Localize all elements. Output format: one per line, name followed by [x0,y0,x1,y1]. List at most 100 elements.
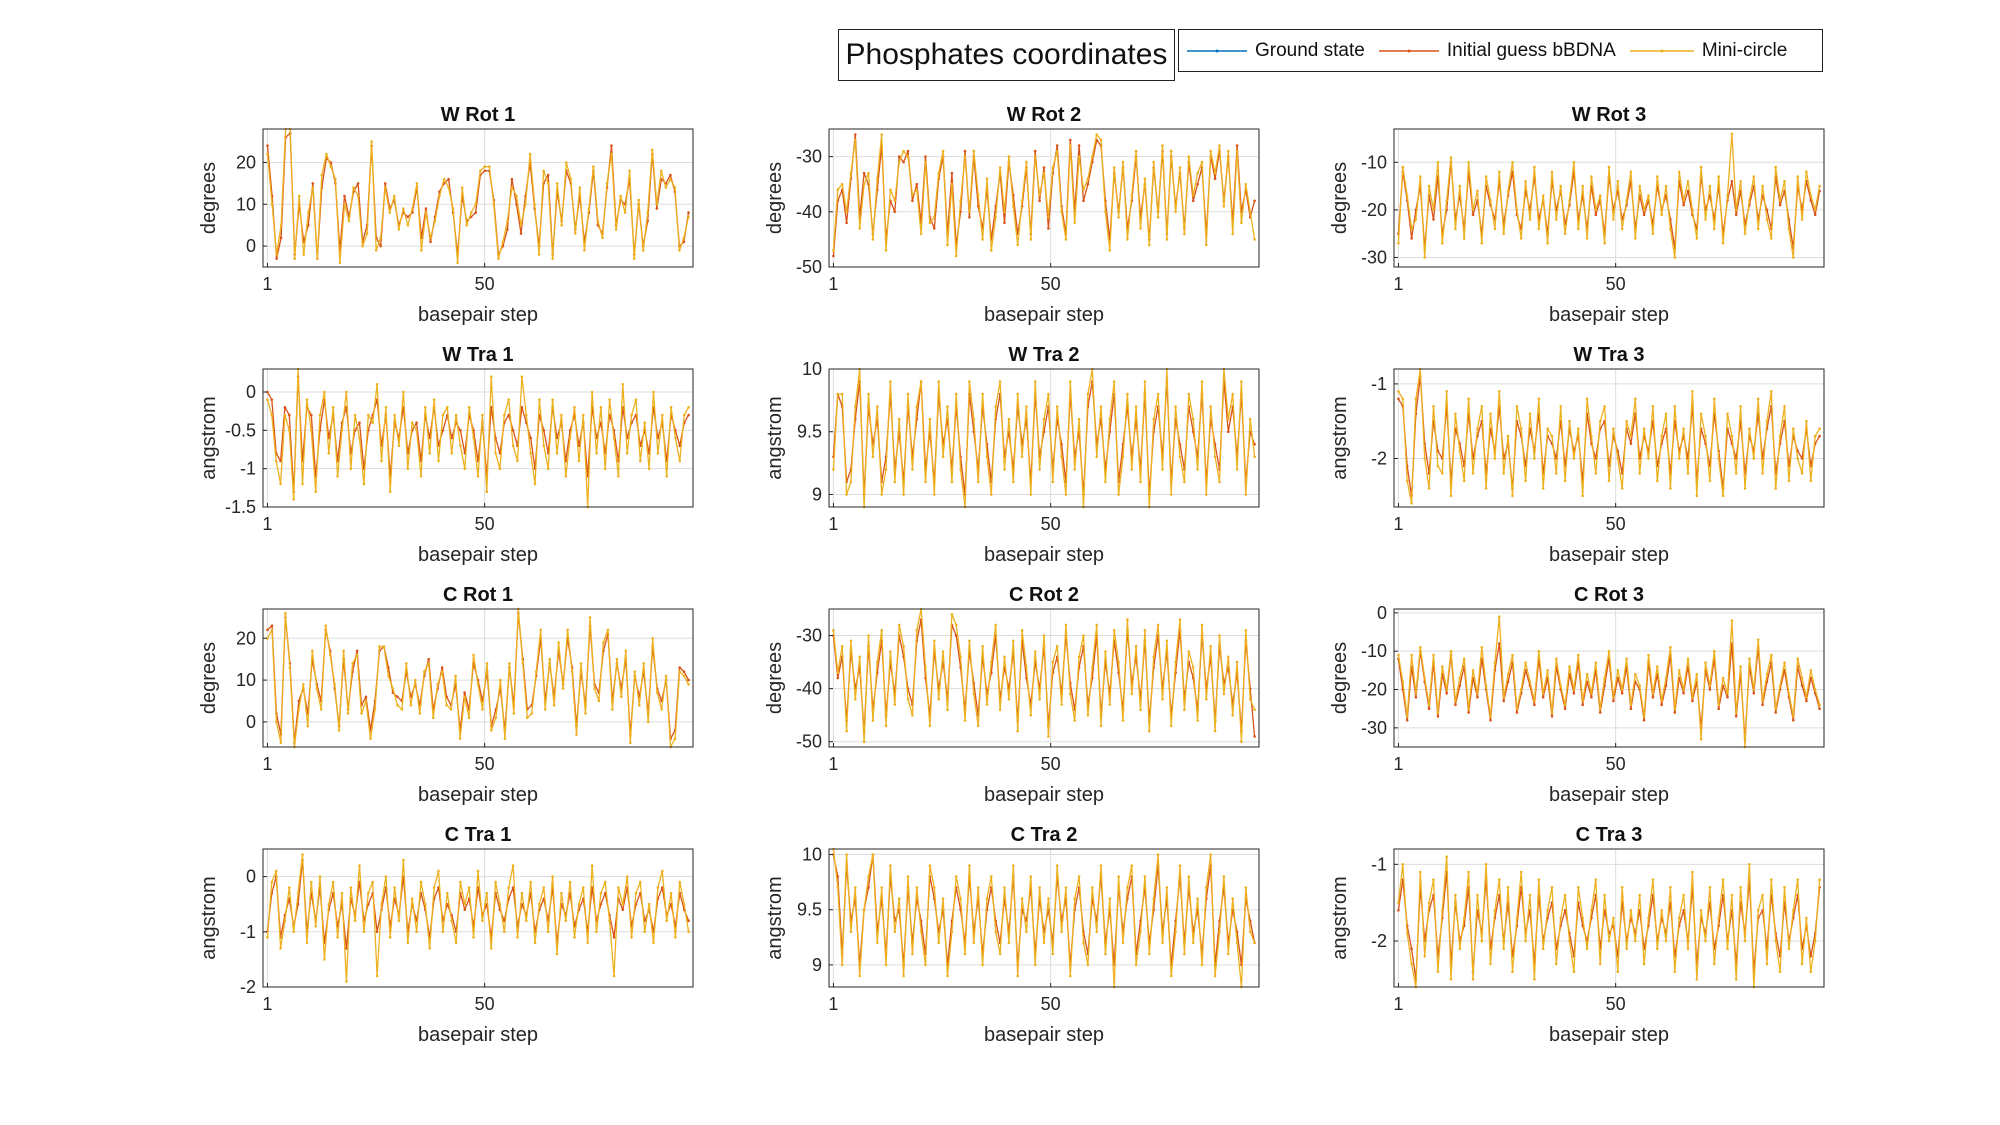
data-point [1651,232,1655,235]
data-point [1761,703,1764,707]
data-point [1651,695,1655,699]
data-point [1730,619,1734,622]
data-point [1126,618,1129,621]
data-point [1174,930,1177,934]
data-point [1148,729,1151,733]
data-point [1489,715,1492,718]
data-point [1436,970,1440,973]
data-point [1515,405,1519,408]
data-point [862,171,866,175]
data-point [297,708,301,711]
data-point [836,392,840,396]
data-point [428,947,432,950]
data-point [946,405,949,408]
data-point [440,670,444,673]
subplot-title: W Rot 2 [1007,104,1081,126]
data-point [1559,184,1562,188]
data-point [1196,719,1199,722]
data-point [266,390,269,394]
data-point [454,674,457,678]
data-point [1029,238,1033,241]
data-point [1721,878,1725,881]
data-point [1405,479,1409,483]
data-point [1792,718,1795,722]
data-point [1029,493,1033,496]
data-point [1572,457,1576,460]
data-point [876,177,879,180]
data-point [365,232,369,235]
data-point [634,891,638,895]
data-point [331,880,335,884]
data-point [1060,455,1063,459]
data-point [1064,493,1068,496]
data-point [612,936,616,939]
data-point [1191,199,1195,203]
data-point [628,169,631,173]
data-point [1174,660,1177,664]
data-point [301,853,304,856]
data-point [1454,893,1457,897]
data-point [687,683,690,686]
data-point [647,467,651,471]
data-point [1213,455,1217,459]
y-tick-label: 20 [236,152,256,172]
data-point [941,897,945,900]
data-point [1651,692,1655,695]
data-point [1498,390,1501,393]
x-tick-label: 1 [262,514,272,534]
data-point [1016,974,1019,978]
data-point [682,413,686,417]
data-point [1761,893,1764,897]
data-point [331,406,335,409]
data-point [867,886,870,889]
data-point [1069,144,1072,147]
data-point [1708,184,1712,188]
data-point [274,869,278,873]
data-point [590,390,594,394]
data-point [906,392,910,396]
data-point [1121,160,1125,164]
data-point [1410,653,1413,657]
y-tick-label: 10 [802,845,822,865]
data-point [288,666,292,669]
data-point [678,444,682,448]
y-tick-label: -30 [796,626,822,646]
data-point [840,644,844,648]
data-point [687,678,690,682]
data-point [1104,952,1107,956]
data-point [1761,472,1764,475]
subplot-title: W Rot 3 [1572,104,1646,126]
data-point [1095,133,1098,136]
data-point [1178,166,1182,169]
data-point [1717,707,1720,710]
data-point [1227,430,1230,434]
data-point [489,375,493,379]
data-point [652,941,655,945]
data-point [678,249,681,252]
data-point [279,482,282,486]
data-point [1445,688,1448,691]
data-point [467,716,471,719]
data-point [275,720,278,724]
data-point [1227,417,1230,421]
data-point [646,720,650,724]
data-point [673,186,677,189]
data-point [520,406,524,409]
data-point [1519,870,1523,874]
data-point [871,238,875,241]
data-point [937,380,940,383]
data-point [682,902,686,906]
data-point [1187,155,1191,158]
data-point [371,421,375,425]
data-point [1449,978,1453,981]
data-point [1656,175,1659,178]
data-point [1577,427,1580,431]
data-point [530,712,534,715]
data-point [1073,719,1076,722]
data-point [1634,237,1637,240]
data-point [1161,697,1164,701]
y-tick-label: -40 [796,679,822,699]
data-point [1051,660,1055,664]
data-point [1699,909,1703,912]
data-point [634,398,638,402]
